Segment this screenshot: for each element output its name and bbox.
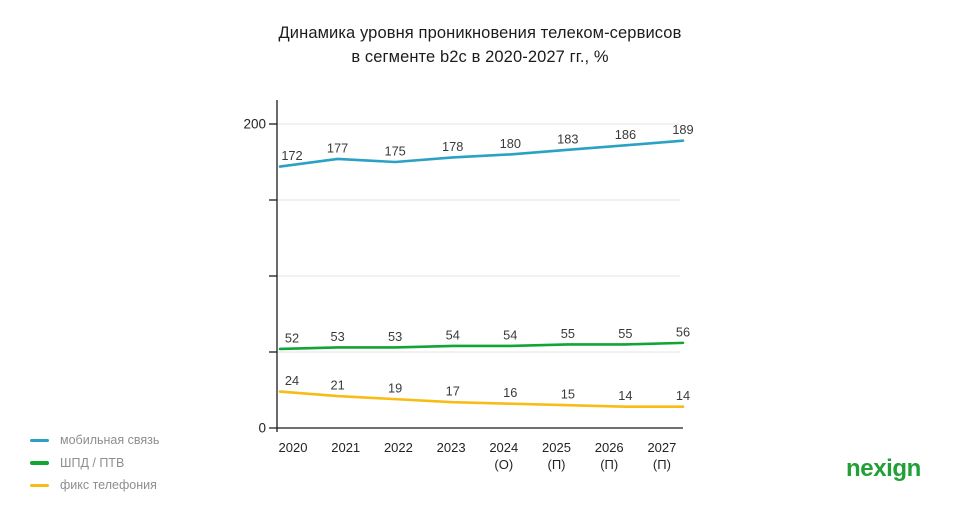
value-label: 55 bbox=[618, 326, 632, 341]
series-line-0 bbox=[278, 139, 685, 168]
y-axis-label-0: 0 bbox=[258, 421, 266, 436]
legend-label: фикс телефония bbox=[60, 478, 157, 493]
series-line-2 bbox=[278, 390, 685, 409]
legend: мобильная связь ШПД / ПТВ фикс телефония bbox=[30, 429, 159, 497]
x-tick-label: 2026 bbox=[595, 440, 624, 455]
x-tick-note: (П) bbox=[547, 457, 565, 472]
y-axis-label-200: 200 bbox=[243, 117, 266, 132]
x-tick-note: (П) bbox=[600, 457, 618, 472]
chart-title: Динамика уровня проникновения телеком-се… bbox=[0, 21, 960, 69]
value-label: 14 bbox=[676, 388, 690, 403]
x-tick-label: 2024 bbox=[489, 440, 518, 455]
value-label: 177 bbox=[327, 140, 348, 155]
value-label: 189 bbox=[672, 122, 693, 137]
value-label: 17 bbox=[446, 384, 460, 399]
value-label: 183 bbox=[557, 131, 578, 146]
value-label: 53 bbox=[330, 329, 344, 344]
chart-title-line2: в сегменте b2c в 2020-2027 гг., % bbox=[351, 48, 609, 66]
value-label: 52 bbox=[285, 330, 299, 345]
x-tick-label: 2023 bbox=[437, 440, 466, 455]
x-tick-label: 2022 bbox=[384, 440, 413, 455]
x-tick-label: 2021 bbox=[331, 440, 360, 455]
legend-item-2: фикс телефония bbox=[30, 474, 159, 497]
value-label: 21 bbox=[330, 378, 344, 393]
x-tick-label: 2020 bbox=[279, 440, 308, 455]
value-label: 53 bbox=[388, 329, 402, 344]
value-label: 14 bbox=[618, 388, 632, 403]
x-tick-note: (О) bbox=[494, 457, 513, 472]
legend-swatch-icon bbox=[30, 438, 49, 442]
x-tick-note: (П) bbox=[653, 457, 671, 472]
legend-label: ШПД / ПТВ bbox=[60, 455, 125, 470]
value-label: 19 bbox=[388, 381, 402, 396]
x-tick-label: 2025 bbox=[542, 440, 571, 455]
value-label: 54 bbox=[446, 327, 460, 342]
chart-title-line1: Динамика уровня проникновения телеком-се… bbox=[278, 24, 682, 42]
value-label: 178 bbox=[442, 139, 463, 154]
value-label: 16 bbox=[503, 385, 517, 400]
value-label: 186 bbox=[615, 127, 636, 142]
value-label: 54 bbox=[503, 327, 517, 342]
value-label: 15 bbox=[561, 387, 575, 402]
value-label: 175 bbox=[384, 144, 405, 159]
legend-label: мобильная связь bbox=[60, 433, 160, 448]
value-label: 172 bbox=[281, 148, 302, 163]
value-label: 55 bbox=[561, 326, 575, 341]
value-label: 180 bbox=[500, 136, 521, 151]
legend-swatch-icon bbox=[30, 461, 49, 465]
x-tick-label: 2027 bbox=[647, 440, 676, 455]
series-line-1 bbox=[278, 341, 685, 351]
value-label: 56 bbox=[676, 324, 690, 339]
legend-item-0: мобильная связь bbox=[30, 429, 159, 452]
legend-item-1: ШПД / ПТВ bbox=[30, 452, 159, 475]
nexign-logo: nexign bbox=[846, 455, 921, 482]
value-label: 24 bbox=[285, 373, 299, 388]
legend-swatch-icon bbox=[30, 483, 49, 487]
